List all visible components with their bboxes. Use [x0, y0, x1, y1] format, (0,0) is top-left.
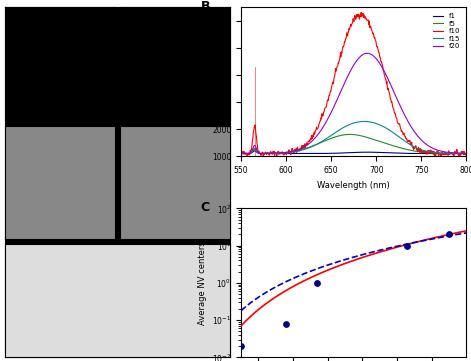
Line: f15: f15 — [241, 121, 466, 153]
f20 — [360, 52, 366, 57]
Text: B: B — [201, 0, 210, 13]
f10 — [238, 151, 244, 155]
Line: f20: f20 — [241, 53, 466, 153]
Point — [445, 231, 453, 237]
f1 — [458, 151, 464, 156]
f5 — [345, 132, 351, 136]
f20 — [345, 73, 351, 78]
f10 — [459, 150, 464, 155]
Line: f1: f1 — [241, 151, 466, 153]
f10 — [347, 26, 353, 30]
f20 — [423, 142, 429, 146]
f10 — [424, 152, 430, 156]
f15 — [423, 149, 429, 153]
Point — [314, 280, 321, 286]
X-axis label: Wavelength (nm): Wavelength (nm) — [317, 180, 390, 190]
f5 — [361, 134, 366, 139]
f10 — [361, 12, 367, 17]
f1 — [463, 151, 469, 156]
f5 — [238, 151, 244, 156]
f15 — [463, 151, 469, 156]
f5 — [373, 138, 378, 142]
f5 — [347, 132, 352, 136]
f15 — [373, 121, 378, 126]
f15 — [345, 123, 351, 127]
f5 — [423, 151, 429, 155]
Y-axis label: Intensity (AU): Intensity (AU) — [197, 53, 206, 110]
f15 — [360, 119, 366, 124]
Point — [237, 343, 245, 349]
Text: C: C — [201, 201, 210, 214]
f1 — [346, 151, 351, 155]
Point — [283, 321, 290, 327]
f5 — [458, 151, 464, 156]
f10 — [358, 10, 364, 14]
f10 — [272, 154, 277, 158]
f15 — [347, 122, 352, 127]
f15 — [238, 151, 244, 156]
f20 — [364, 51, 370, 56]
f1 — [238, 151, 244, 156]
f15 — [361, 119, 367, 123]
f1 — [347, 151, 353, 155]
f10 — [346, 30, 351, 34]
f20 — [458, 151, 464, 156]
f10 — [463, 153, 469, 157]
Line: f10: f10 — [241, 12, 466, 156]
f20 — [347, 71, 352, 75]
f15 — [458, 151, 464, 156]
Text: A: A — [9, 14, 19, 27]
f20 — [238, 151, 244, 156]
f1 — [252, 149, 258, 153]
Y-axis label: Average NV centers: Average NV centers — [198, 241, 207, 325]
f1 — [361, 150, 366, 155]
f10 — [373, 40, 379, 44]
Point — [404, 243, 411, 248]
Legend: f1, f5, f10, f15, f20: f1, f5, f10, f15, f20 — [430, 11, 463, 52]
f5 — [347, 132, 353, 136]
f20 — [373, 56, 378, 60]
Line: f5: f5 — [241, 134, 466, 153]
f20 — [463, 151, 469, 156]
f1 — [373, 150, 378, 155]
f5 — [463, 151, 469, 156]
f1 — [423, 151, 429, 156]
